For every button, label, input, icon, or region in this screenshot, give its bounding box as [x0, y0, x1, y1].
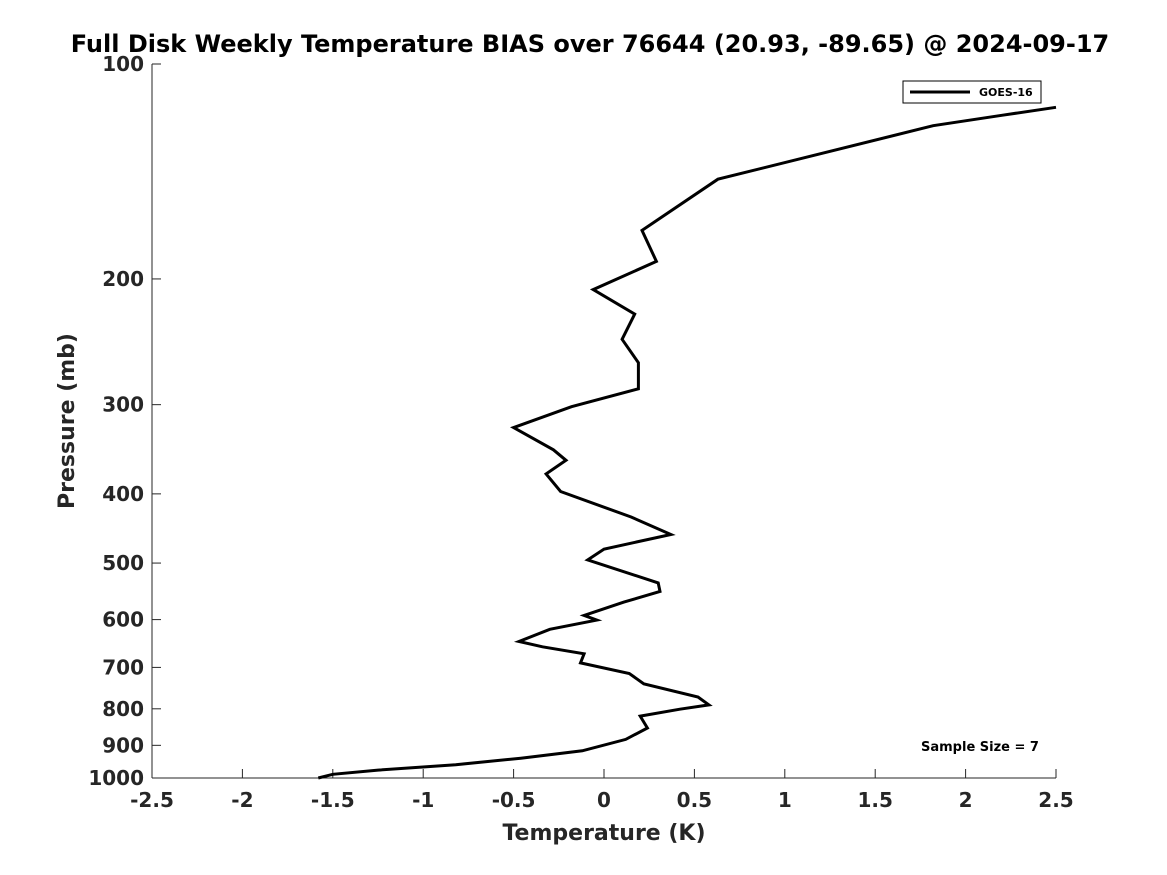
x-tick-label: -0.5	[492, 788, 536, 812]
x-tick-label: 1	[778, 788, 792, 812]
x-tick-label: 0	[597, 788, 611, 812]
series-layer	[317, 105, 1057, 780]
legend-box	[902, 80, 1042, 104]
chart-title: Full Disk Weekly Temperature BIAS over 7…	[71, 30, 1110, 58]
sample-size-annotation: Sample Size = 7	[921, 740, 1039, 755]
series-line-goes-16	[317, 105, 1057, 780]
legend-entry-goes-16: GOES-16	[979, 86, 1033, 99]
y-tick-label: 600	[102, 608, 144, 632]
x-tick-label: -2	[231, 788, 253, 812]
plot-area	[152, 64, 1056, 778]
x-tick-label: 2.5	[1038, 788, 1073, 812]
legend: GOES-16	[902, 80, 1042, 104]
x-tick-label: -1.5	[311, 788, 355, 812]
y-tick-label: 200	[102, 267, 144, 291]
y-axis-label: Pressure (mb)	[55, 333, 80, 509]
y-tick-label: 1000	[88, 766, 144, 790]
y-tick-label: 400	[102, 482, 144, 506]
x-tick-label: -1	[412, 788, 434, 812]
x-tick-label: -2.5	[130, 788, 174, 812]
y-tick-label: 300	[102, 393, 144, 417]
x-tick-label: 2	[959, 788, 973, 812]
y-tick-label: 800	[102, 697, 144, 721]
y-tick-label: 700	[102, 655, 144, 679]
x-axis-label: Temperature (K)	[502, 821, 705, 846]
x-tick-label: 1.5	[857, 788, 892, 812]
x-axis-ticks: -2.5 -2 -1.5 -1 -0.5 0 0.5 1 1.5 2 2.5	[130, 769, 1074, 812]
y-tick-label: 100	[102, 52, 144, 76]
x-tick-label: 0.5	[677, 788, 712, 812]
y-tick-label: 900	[102, 733, 144, 757]
y-tick-label: 500	[102, 551, 144, 575]
y-axis-ticks: 100 200 300 400 500 600 700 800 900 1000	[88, 52, 161, 790]
